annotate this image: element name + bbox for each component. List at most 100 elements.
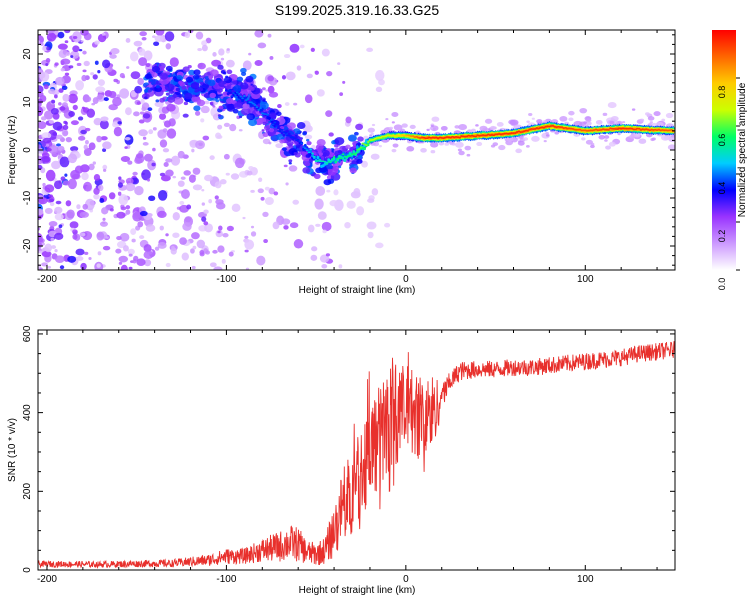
x-tick-label: 0: [403, 574, 409, 585]
spectrum-blob: [172, 232, 180, 238]
spectrum-blob: [649, 121, 653, 124]
spectrum-blob: [430, 124, 434, 128]
spectrum-blob: [51, 99, 56, 104]
spectrum-blob: [93, 193, 100, 200]
spectrum-blob: [170, 247, 177, 255]
spectrum-blob: [217, 64, 224, 70]
spectrum-blob: [60, 67, 65, 72]
spectrum-blob: [94, 60, 99, 65]
spectrum-blob: [545, 134, 550, 137]
spectrum-blob: [142, 136, 147, 140]
spectrum-blob: [165, 43, 172, 50]
spectrum-blob: [366, 221, 377, 230]
spectrum-blob: [94, 40, 100, 45]
spectrum-blob: [581, 137, 586, 141]
spectrum-blob: [275, 143, 284, 149]
ridge-segment: [363, 147, 366, 151]
spectrum-blob: [261, 87, 266, 91]
spectrum-blob: [476, 141, 483, 147]
spectrum-blob: [326, 164, 333, 170]
spectrum-blob: [125, 177, 134, 185]
spectrum-blob: [188, 174, 196, 183]
spectrum-blob: [242, 60, 252, 71]
spectrum-blob: [62, 93, 70, 102]
spectrum-blob: [370, 153, 380, 160]
spectrum-blob: [38, 208, 44, 216]
ridge-segment: [359, 146, 363, 149]
spectrum-blob: [217, 245, 225, 253]
spectrum-blob: [244, 249, 249, 253]
spectrum-blob: [79, 232, 86, 237]
spectrum-blob: [46, 46, 50, 51]
spectrum-blob: [164, 31, 175, 42]
spectrum-blob: [296, 65, 302, 71]
ridge-segment: [341, 153, 345, 156]
spectrum-blob: [283, 54, 291, 59]
spectrum-blob: [143, 250, 154, 260]
spectrum-blob: [51, 245, 57, 249]
spectrum-blob: [192, 167, 201, 175]
spectrum-blob: [143, 50, 153, 61]
spectrum-blob: [173, 96, 184, 105]
spectrum-blob: [314, 70, 319, 75]
spectrum-blob: [64, 30, 71, 34]
ridge-segment: [232, 92, 235, 95]
ridge-segment: [235, 91, 239, 94]
spectrum-blob: [81, 172, 89, 181]
spectrum-blob: [590, 142, 595, 146]
spectrum-blob: [130, 228, 137, 236]
spectrum-blob: [272, 221, 280, 230]
spectrum-blob: [321, 221, 332, 232]
spectrum-blob: [119, 88, 130, 99]
spectrum-blob: [127, 160, 133, 165]
spectrum-blob: [42, 137, 52, 144]
spectrum-blob: [139, 31, 147, 37]
spectrum-blob: [607, 101, 617, 109]
spectrum-blob: [543, 139, 547, 143]
spectrum-blob: [158, 113, 167, 120]
spectrum-blob: [440, 125, 448, 131]
ridge-segment: [268, 121, 271, 123]
spectrogram-x-tick-labels: -200 -100 0 100: [37, 274, 594, 285]
spectrum-blob: [367, 127, 376, 133]
ridge-segment: [244, 99, 248, 102]
spectrum-blob: [165, 233, 169, 237]
spectrum-blob: [133, 111, 140, 117]
spectrum-blob: [182, 113, 189, 118]
spectrum-blob: [223, 122, 230, 128]
spectrum-blob: [166, 103, 176, 112]
spectrum-blob: [635, 133, 639, 137]
ridge-segment: [250, 101, 253, 104]
spectrum-blob: [214, 195, 219, 200]
spectrum-blob: [118, 194, 129, 206]
spectrum-blob: [146, 178, 151, 182]
spectrum-blob: [144, 73, 152, 80]
spectrum-blob: [72, 229, 78, 235]
spectrum-blob: [159, 72, 169, 80]
snr-series-line: [38, 341, 675, 569]
spectrum-blob: [248, 166, 254, 171]
spectrum-blob: [130, 71, 141, 80]
snr-x-tick-labels: -200 -100 0 100: [37, 574, 594, 585]
y-tick-label: 200: [22, 483, 33, 500]
spectrum-blob: [180, 176, 186, 180]
spectrum-blob: [133, 255, 139, 262]
spectrum-blob: [361, 160, 368, 168]
spectrum-blob: [82, 203, 89, 210]
spectrum-blob: [203, 100, 210, 105]
spectrum-blob: [128, 266, 133, 270]
spectrum-blob: [262, 138, 271, 145]
spectrum-blob: [233, 85, 242, 92]
spectrum-blob: [454, 125, 460, 129]
spectrum-blob: [223, 76, 233, 84]
ridge-segment: [246, 98, 250, 100]
spectrum-blob: [260, 196, 265, 201]
ridge-segment: [458, 136, 462, 139]
spectrum-blob: [125, 182, 136, 192]
ridge-segment: [348, 155, 352, 157]
spectrum-blob: [306, 138, 310, 142]
spectrum-blob: [72, 35, 78, 39]
spectrum-blob: [152, 127, 157, 131]
